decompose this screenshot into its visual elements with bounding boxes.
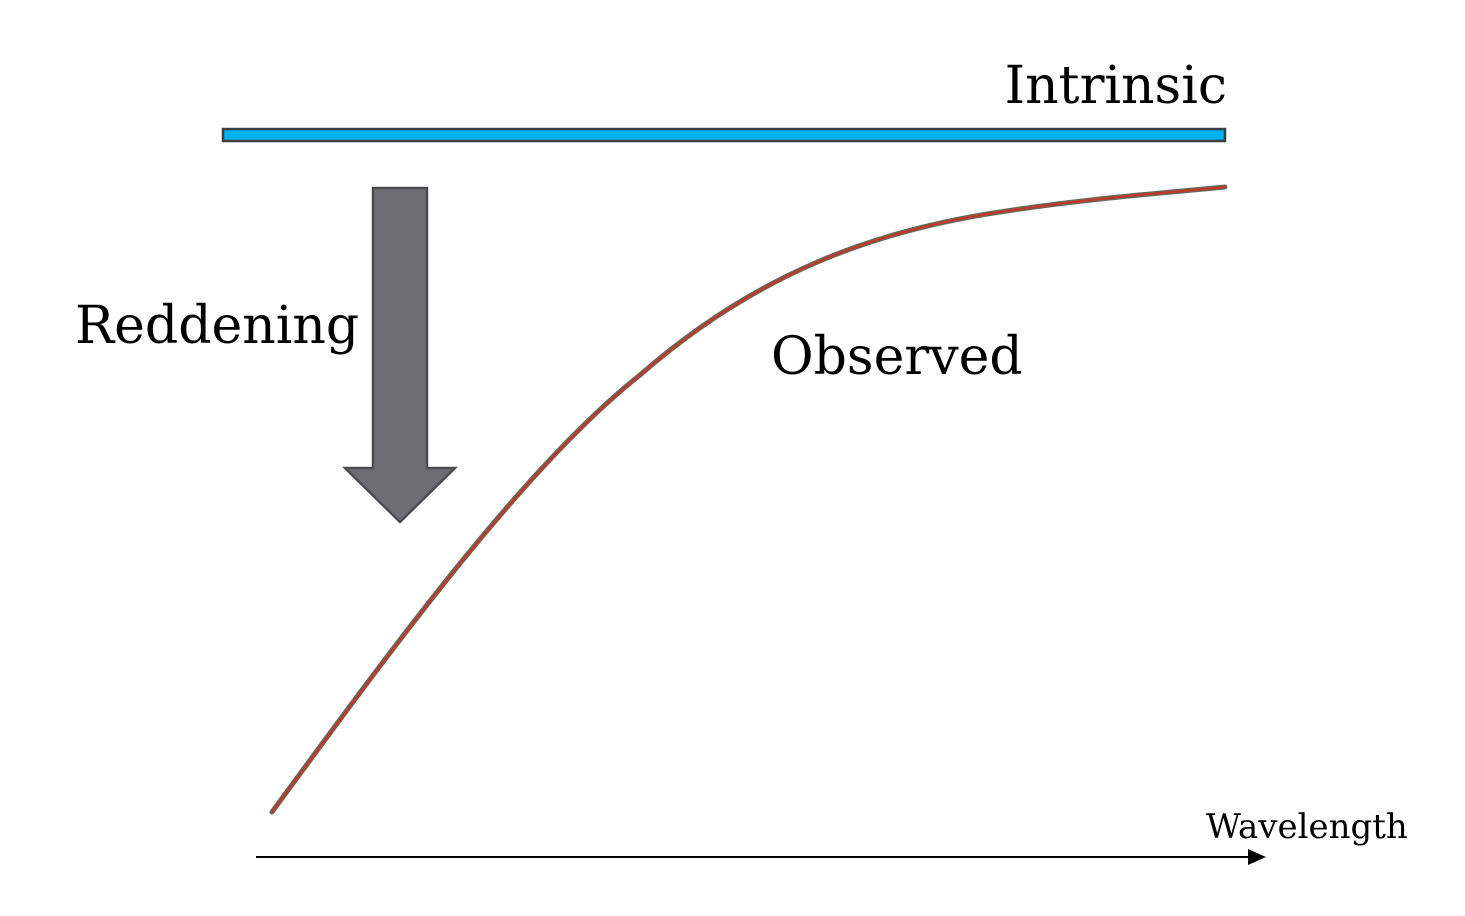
wavelength-axis-label: Wavelength [1206,807,1408,847]
intrinsic-label: Intrinsic [1004,56,1227,116]
observed-label: Observed [771,327,1023,387]
arrow-right-icon [1248,849,1266,865]
intrinsic-spectrum-line [221,127,1227,143]
observed-spectrum-curve [269,184,1228,815]
reddening-label: Reddening [75,296,360,356]
arrow-down-icon [341,186,459,524]
